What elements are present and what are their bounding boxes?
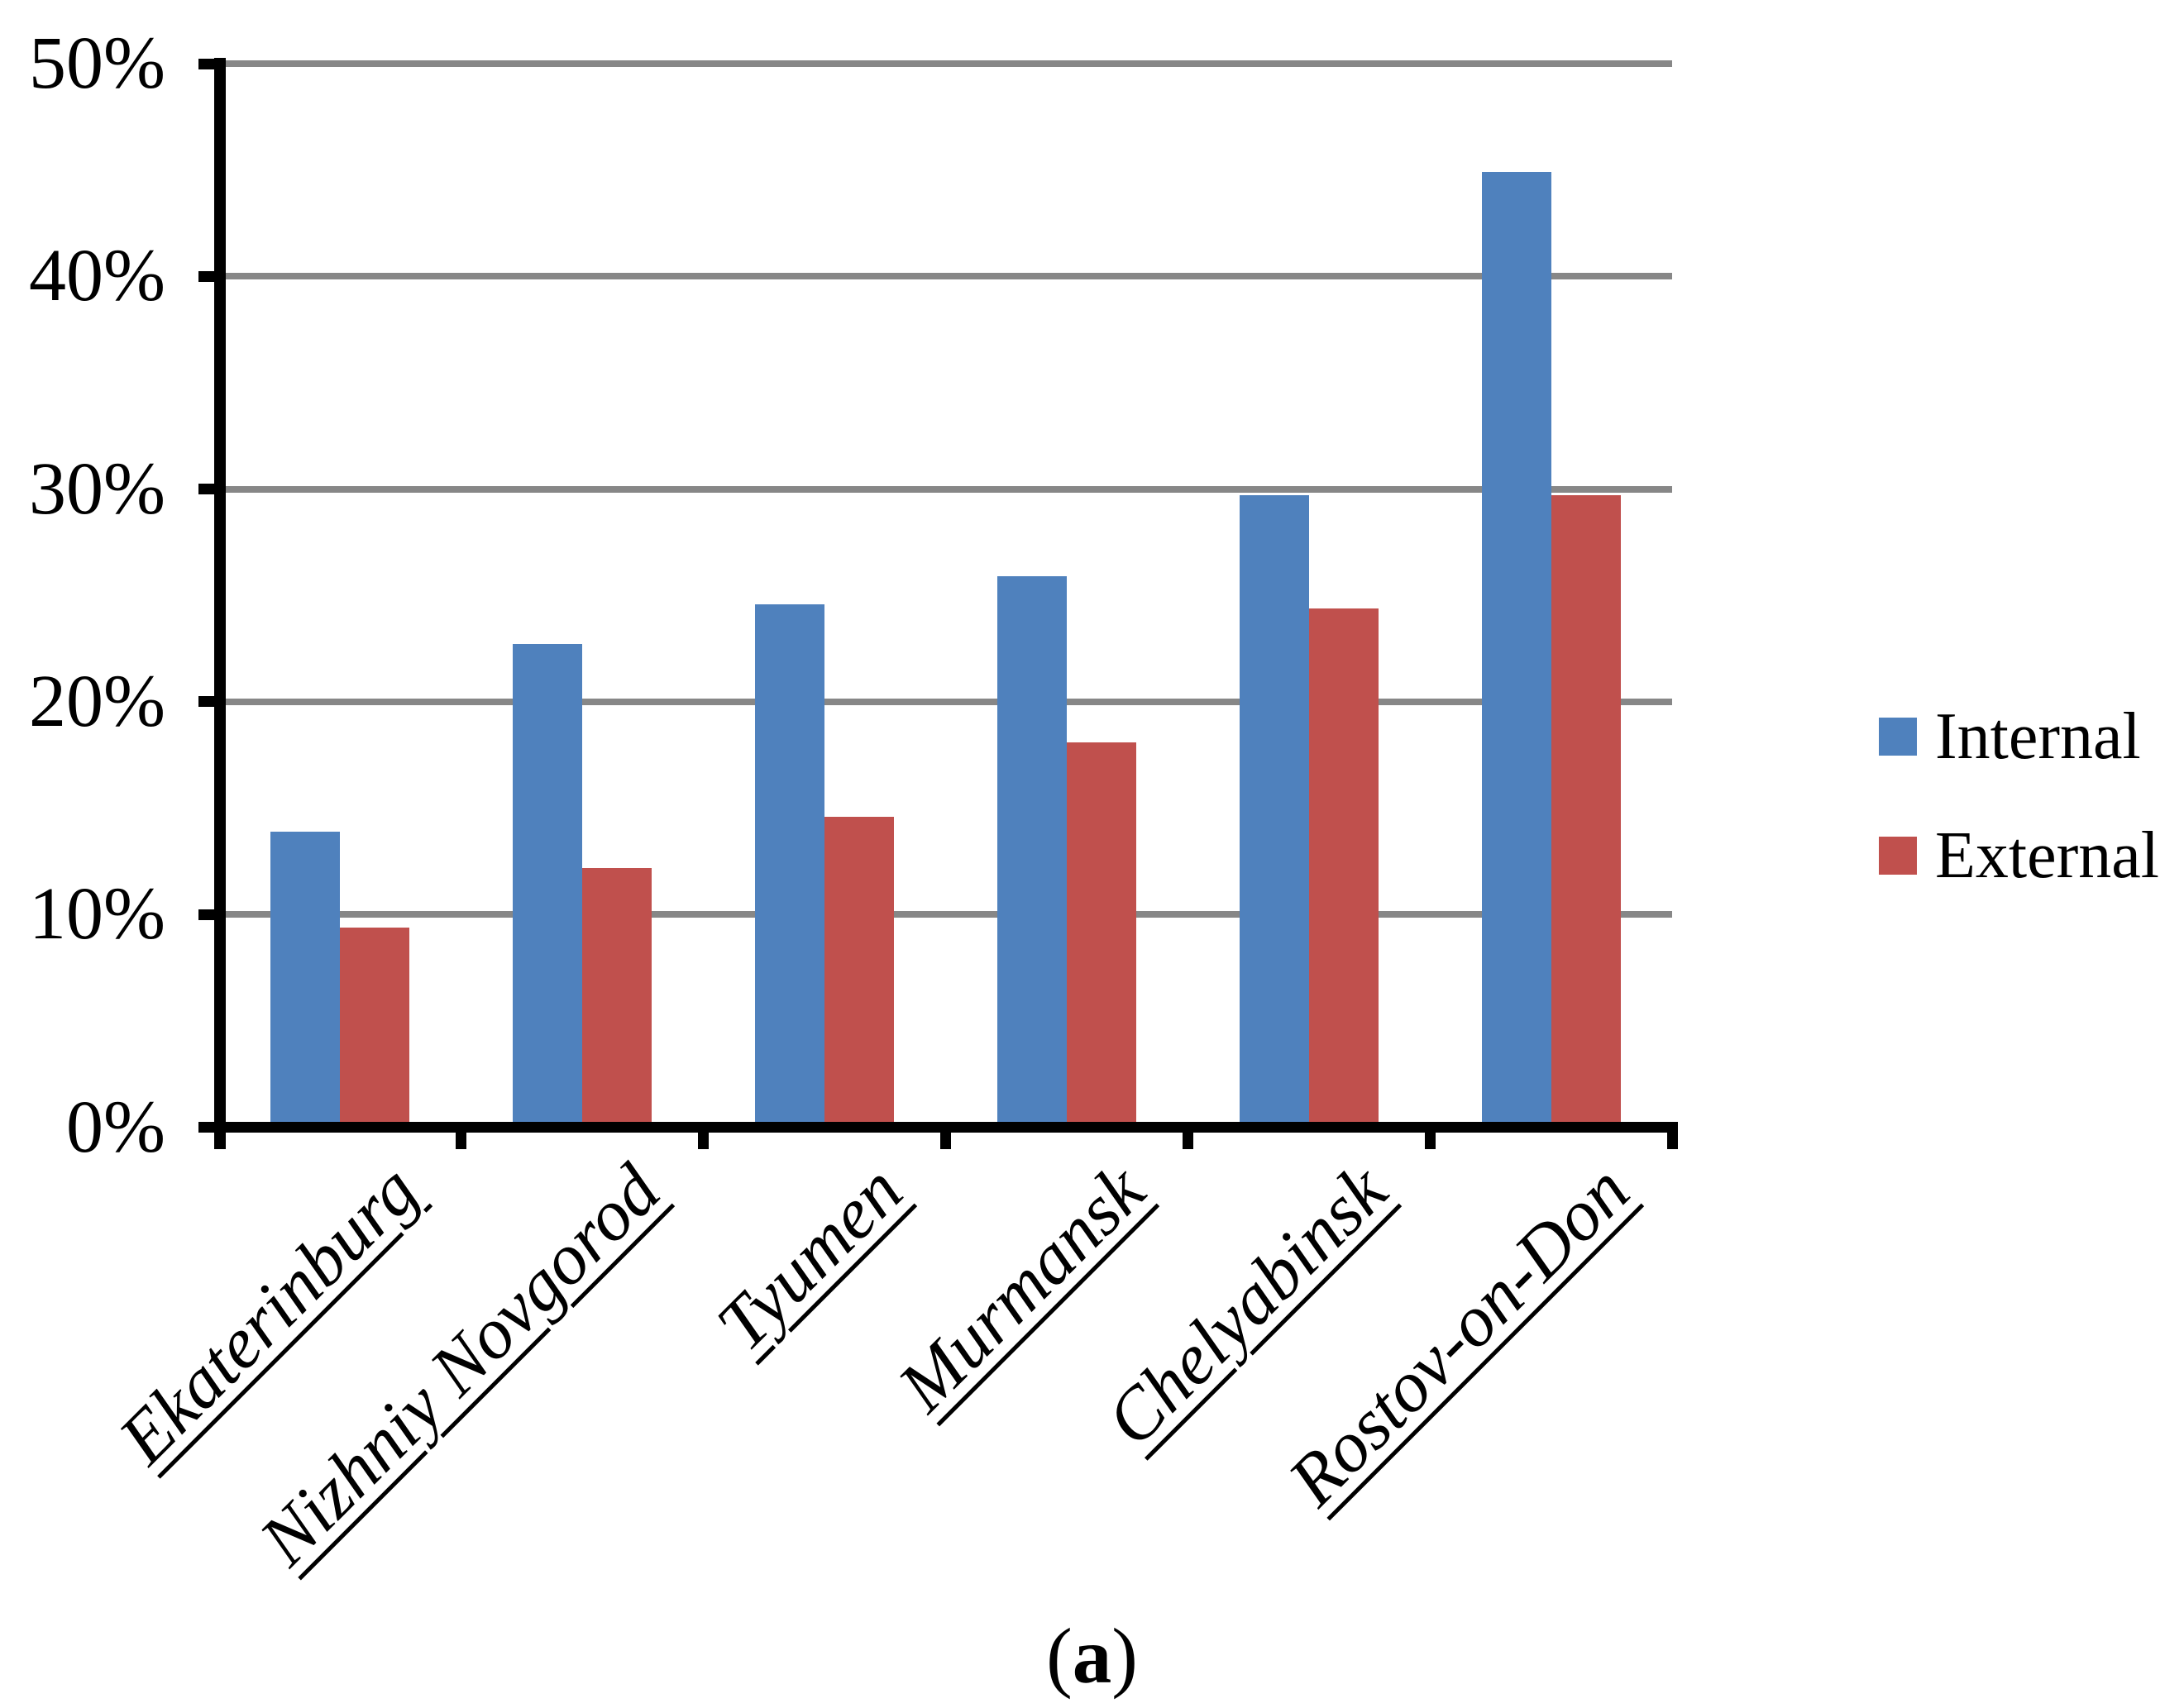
y-tick-label: 50%: [29, 22, 165, 104]
caption-letter: a: [1072, 1612, 1112, 1700]
y-tick-label: 30%: [29, 447, 165, 530]
y-tick: [198, 58, 217, 69]
y-tick: [198, 270, 217, 282]
legend: Internal External: [1879, 697, 2159, 895]
bar-external-murmansk: [1066, 742, 1136, 1133]
x-tick: [1666, 1122, 1678, 1149]
x-tick: [940, 1122, 951, 1149]
y-tick: [198, 696, 217, 708]
x-tick: [456, 1122, 467, 1149]
y-tick-label: 0%: [66, 1085, 165, 1168]
x-tick: [1424, 1122, 1436, 1149]
y-tick: [198, 484, 217, 495]
caption-paren-close: ): [1111, 1612, 1138, 1700]
x-tick: [1182, 1122, 1193, 1149]
y-tick: [198, 909, 217, 920]
legend-item-internal: Internal: [1879, 697, 2159, 776]
legend-swatch-internal-icon: [1879, 718, 1917, 756]
y-tick-label: 10%: [29, 873, 165, 956]
legend-swatch-external-icon: [1879, 837, 1917, 875]
y-axis-line: [214, 58, 226, 1149]
y-tick-label: 40%: [29, 235, 165, 317]
gridline: [219, 60, 1672, 67]
x-axis-label-text: Tyumen: [701, 1150, 918, 1367]
y-tick-label: 20%: [29, 660, 165, 742]
legend-item-external: External: [1879, 816, 2159, 895]
bar-external-nizhniy-novgorod: [582, 867, 652, 1133]
bar-internal-ekaterinburg: [270, 831, 341, 1133]
y-tick: [198, 1122, 217, 1133]
bar-external-rostov-on-don: [1551, 495, 1621, 1133]
bar-internal-chelyabinsk: [1239, 495, 1309, 1133]
legend-label-internal: Internal: [1935, 700, 2141, 773]
bar-internal-murmansk: [996, 576, 1067, 1133]
x-axis-label-text: Nizhniy Novgorod: [245, 1150, 676, 1582]
gridline: [219, 911, 1672, 918]
bar-internal-tyumen: [755, 604, 825, 1133]
gridline: [219, 273, 1672, 280]
bar-external-ekaterinburg: [340, 927, 410, 1133]
caption-paren-open: (: [1046, 1612, 1073, 1700]
gridline: [219, 485, 1672, 493]
x-tick: [698, 1122, 710, 1149]
bar-internal-nizhniy-novgorod: [513, 644, 583, 1133]
bar-external-tyumen: [824, 816, 895, 1133]
figure-caption: (a): [0, 1610, 2184, 1701]
gridline: [219, 698, 1672, 705]
bar-internal-rostov-on-don: [1481, 172, 1551, 1133]
legend-label-external: External: [1935, 819, 2159, 892]
bar-external-chelyabinsk: [1308, 608, 1379, 1133]
